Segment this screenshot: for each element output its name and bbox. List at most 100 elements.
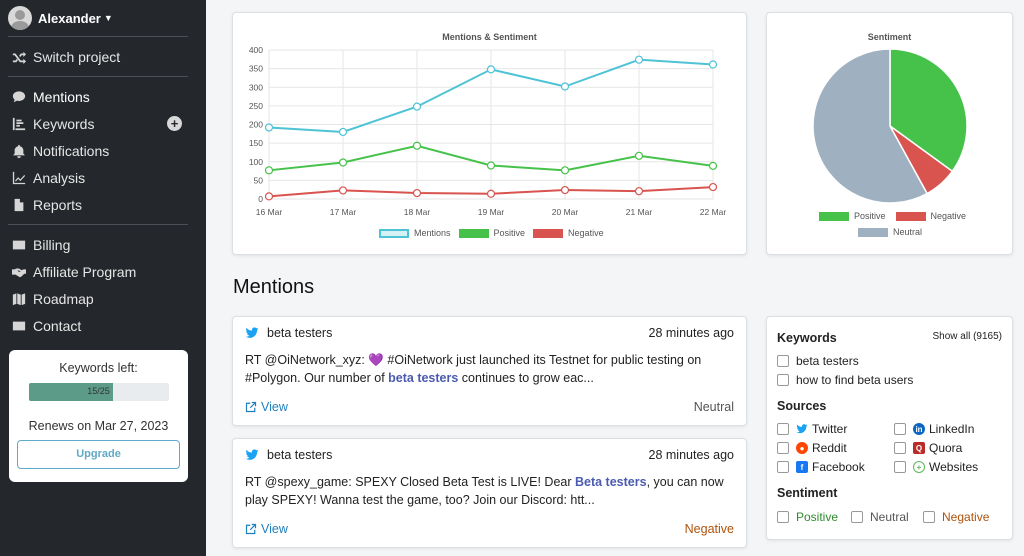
bell-icon xyxy=(11,143,27,159)
view-link[interactable]: View xyxy=(245,400,288,414)
legend-item-negative[interactable]: Negative xyxy=(533,228,604,238)
filters-panel: Keywords Show all (9165) beta testers ho… xyxy=(766,316,1013,540)
data-point-positive xyxy=(412,141,422,150)
pie-legend-item-positive[interactable]: Positive xyxy=(819,211,886,221)
sidebar-item-contact[interactable]: Contact xyxy=(0,312,206,339)
sidebar-item-reports[interactable]: Reports xyxy=(0,191,206,218)
filter-source-quora[interactable]: Q Quora xyxy=(894,441,962,455)
sidebar-item-label: Keywords xyxy=(33,115,95,132)
checkbox[interactable] xyxy=(777,374,789,386)
mention-sentiment: Neutral xyxy=(693,400,734,414)
filter-source-twitter[interactable]: Twitter xyxy=(777,422,847,436)
sidebar-item-label: Reports xyxy=(33,196,83,213)
pie-chart xyxy=(812,48,968,204)
filter-source-label: Twitter xyxy=(812,422,848,436)
data-point-positive xyxy=(560,166,570,175)
twitter-icon xyxy=(796,424,808,434)
filter-source-label: LinkedIn xyxy=(929,422,975,436)
filter-sentiment-title: Sentiment xyxy=(777,486,838,500)
pie-legend-swatch-negative xyxy=(895,211,926,221)
keywords-left-card: Keywords left: 15/25 Renews on Mar 27, 2… xyxy=(9,350,188,482)
data-point-positive xyxy=(634,151,644,160)
view-label: View xyxy=(261,400,288,414)
line-chart: 0 50 100 150 200 250 300 350 400 16 Mar 17 Mar 18 M… xyxy=(249,45,727,217)
y-tick-label: 400 xyxy=(249,45,263,55)
legend-item-positive[interactable]: Positive xyxy=(458,228,526,238)
sidebar-item-billing[interactable]: Billing xyxy=(0,231,206,258)
upgrade-button[interactable]: Upgrade xyxy=(17,440,180,469)
y-tick-label: 350 xyxy=(249,64,263,74)
pie-slice-neutral xyxy=(812,48,929,204)
show-all-link[interactable]: Show all (9165) xyxy=(932,331,1002,342)
checkbox[interactable] xyxy=(894,442,906,454)
filter-sentiment-neutral[interactable]: Neutral xyxy=(851,510,909,524)
sidebar-item-mentions[interactable]: Mentions xyxy=(0,83,206,110)
checkbox[interactable] xyxy=(777,442,789,454)
pie-legend-swatch-positive xyxy=(819,211,849,221)
file-icon xyxy=(11,197,27,213)
mention-time: 28 minutes ago xyxy=(648,448,734,462)
data-point-negative xyxy=(412,188,422,198)
view-link[interactable]: View xyxy=(245,522,288,536)
filter-source-facebook[interactable]: f Facebook xyxy=(777,460,865,474)
data-point-mentions xyxy=(560,82,570,91)
sidebar-item-label: Contact xyxy=(33,317,82,334)
checkbox[interactable] xyxy=(777,511,789,523)
line-chart-title: Mentions & Sentiment xyxy=(442,32,537,42)
pie-legend-label-neutral: Neutral xyxy=(893,227,923,237)
sidebar-item-keywords[interactable]: Keywords + xyxy=(0,110,206,137)
data-point-negative xyxy=(264,192,274,201)
checkbox[interactable] xyxy=(894,461,906,473)
checkbox[interactable] xyxy=(777,461,789,473)
checkbox[interactable] xyxy=(851,511,863,523)
x-tick-label: 19 Mar xyxy=(478,207,505,217)
filter-keyword-how-to-find[interactable]: how to find beta users xyxy=(777,373,913,387)
checkbox[interactable] xyxy=(777,355,789,367)
checkbox[interactable] xyxy=(894,423,906,435)
filter-keyword-label: beta testers xyxy=(796,354,859,368)
pie-legend-item-negative[interactable]: Negative xyxy=(895,211,966,221)
checkbox[interactable] xyxy=(777,423,789,435)
filter-sentiment-positive[interactable]: Positive xyxy=(777,510,838,524)
legend-swatch-positive xyxy=(458,228,489,238)
mention-text-part: , you can now play SPEXY! Wanna test the… xyxy=(245,475,724,507)
data-point-positive xyxy=(708,161,718,170)
sidebar-item-affiliate-program[interactable]: Affiliate Program xyxy=(0,258,206,285)
filter-source-reddit[interactable]: ● Reddit xyxy=(777,441,847,455)
filter-keyword-beta-testers[interactable]: beta testers xyxy=(777,354,859,368)
sidebar-item-roadmap[interactable]: Roadmap xyxy=(0,285,206,312)
renewal-date: Renews on Mar 27, 2023 xyxy=(28,419,169,433)
mention-highlight: beta testers xyxy=(388,371,459,385)
legend-label-negative: Negative xyxy=(568,228,604,238)
mention-text: RT @spexy_game: SPEXY Closed Beta Test i… xyxy=(245,473,726,509)
switch-project-button[interactable]: Switch project xyxy=(0,43,206,70)
filter-source-label: Reddit xyxy=(812,441,847,455)
mention-sentiment: Negative xyxy=(684,522,734,536)
sidebar-item-notifications[interactable]: Notifications xyxy=(0,137,206,164)
data-point-mentions xyxy=(634,55,644,64)
external-link-icon xyxy=(245,401,257,413)
mention-text-part: RT @OiNetwork_xyz: 💜 #OiNetwork just lau… xyxy=(245,353,702,385)
mention-card: beta testers 28 minutes ago RT @OiNetwor… xyxy=(232,316,747,426)
pie-legend-item-neutral[interactable]: Neutral xyxy=(858,227,922,237)
filter-source-linkedin[interactable]: in LinkedIn xyxy=(894,422,974,436)
y-tick-label: 250 xyxy=(249,101,263,111)
data-point-negative xyxy=(486,189,496,198)
credit-card-icon xyxy=(11,237,27,253)
handshake-icon xyxy=(11,264,27,280)
filter-source-websites[interactable]: + Websites xyxy=(894,460,978,474)
quora-icon: Q xyxy=(913,442,925,454)
external-link-icon xyxy=(245,523,257,535)
line-chart-legend: Mentions Positive Negative xyxy=(379,228,612,238)
legend-label-positive: Positive xyxy=(493,228,526,238)
user-menu[interactable]: Alexander ▼ xyxy=(0,0,206,36)
y-tick-label: 300 xyxy=(249,82,263,92)
legend-item-mentions[interactable]: Mentions xyxy=(379,228,451,238)
checkbox[interactable] xyxy=(923,511,935,523)
sidebar-item-analysis[interactable]: Analysis xyxy=(0,164,206,191)
add-keyword-icon[interactable]: + xyxy=(167,116,182,131)
x-tick-label: 21 Mar xyxy=(626,207,653,217)
filter-source-label: Quora xyxy=(929,441,963,455)
filter-sentiment-negative[interactable]: Negative xyxy=(923,510,989,524)
legend-swatch-negative xyxy=(533,228,564,238)
